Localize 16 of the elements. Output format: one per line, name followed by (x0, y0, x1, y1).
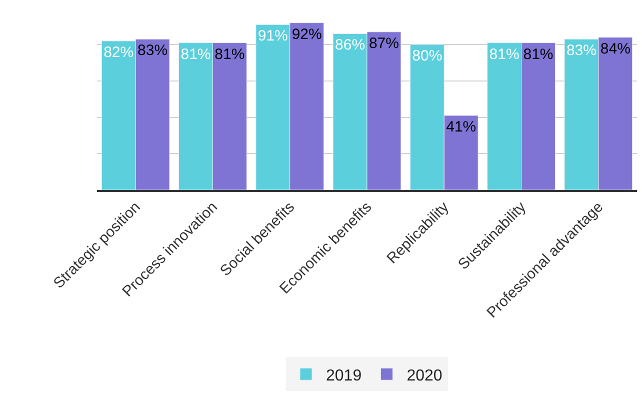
data-label: 83% (566, 42, 596, 60)
legend-label: 2019 (326, 367, 362, 384)
data-label: 81% (214, 46, 245, 63)
data-label: 83% (138, 42, 168, 60)
legend-label: 2020 (406, 367, 442, 384)
data-label: 84% (600, 40, 630, 58)
data-label: 91% (258, 28, 288, 45)
data-label: 86% (335, 36, 366, 54)
data-label: 87% (368, 34, 399, 52)
data-label: 82% (104, 44, 134, 61)
data-label: 81% (180, 46, 211, 63)
data-label: 81% (489, 46, 520, 63)
data-label: 80% (412, 48, 442, 65)
data-label: 92% (292, 26, 322, 43)
data-label: 81% (523, 46, 554, 63)
data-label: 41% (446, 118, 476, 136)
